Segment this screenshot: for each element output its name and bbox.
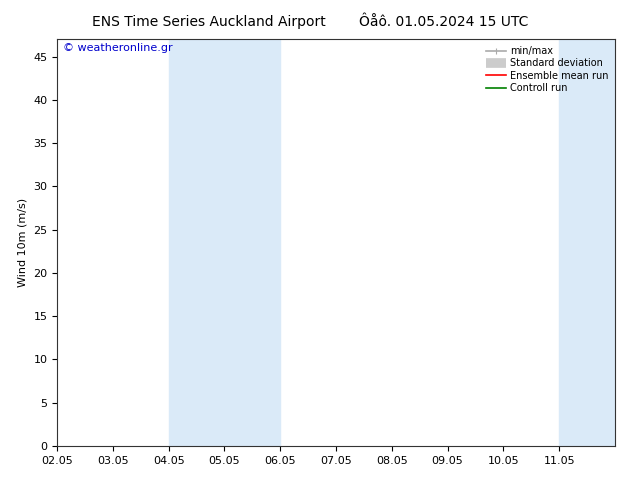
Y-axis label: Wind 10m (m/s): Wind 10m (m/s) xyxy=(18,198,28,287)
Text: Ôåô. 01.05.2024 15 UTC: Ôåô. 01.05.2024 15 UTC xyxy=(359,15,529,29)
Legend: min/max, Standard deviation, Ensemble mean run, Controll run: min/max, Standard deviation, Ensemble me… xyxy=(484,44,610,95)
Bar xyxy=(559,39,615,446)
Text: ENS Time Series Auckland Airport: ENS Time Series Auckland Airport xyxy=(93,15,326,29)
Text: © weatheronline.gr: © weatheronline.gr xyxy=(63,43,172,53)
Bar xyxy=(169,39,280,446)
